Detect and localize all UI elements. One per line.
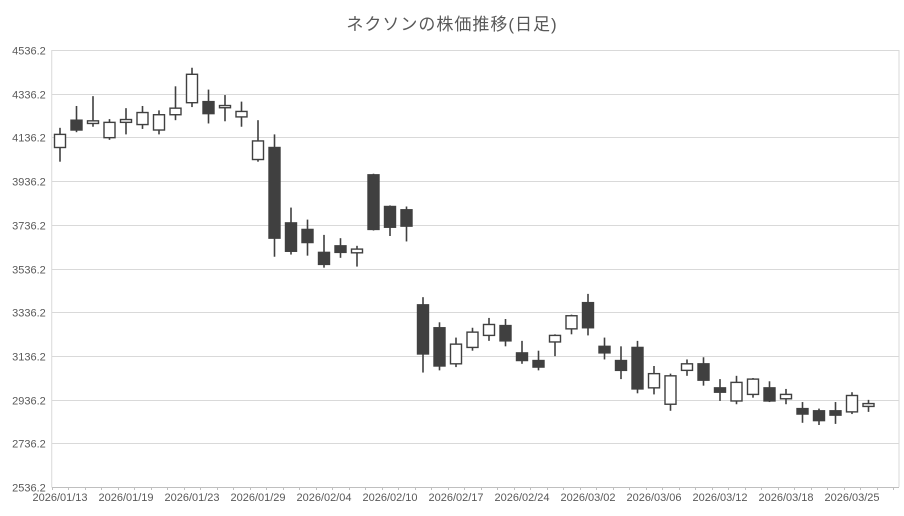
candle-body-up xyxy=(746,378,760,396)
candle-body-down xyxy=(598,345,611,354)
candle-body-down xyxy=(301,228,314,244)
candle-body-up xyxy=(647,372,661,389)
candle-body-up xyxy=(103,121,116,139)
x-axis-label: 2026/02/04 xyxy=(296,492,351,504)
candle-body-down xyxy=(763,387,776,402)
x-axis-label: 2026/01/13 xyxy=(32,492,87,504)
y-axis-label: 3336.2 xyxy=(12,308,46,320)
candle-body-up xyxy=(251,140,265,161)
candle-body-down xyxy=(631,346,644,390)
y-axis-label: 3136.2 xyxy=(12,352,46,364)
candle-body-down xyxy=(70,119,83,131)
candle-body-up xyxy=(53,133,67,149)
candle-body-down xyxy=(812,410,826,422)
y-axis-label: 3936.2 xyxy=(12,177,46,189)
candle-body-up xyxy=(235,110,248,118)
x-axis-label: 2026/02/17 xyxy=(428,492,483,504)
candle-body-up xyxy=(779,393,793,400)
candle-body-down xyxy=(499,324,512,342)
candle-body-down xyxy=(317,251,331,266)
y-axis-label: 4136.2 xyxy=(12,133,46,145)
y-axis-label: 2736.2 xyxy=(12,439,46,451)
candle-body-up xyxy=(119,118,133,124)
x-axis-label: 2026/02/24 xyxy=(494,492,549,504)
candle-body-down xyxy=(532,359,545,368)
y-axis-label: 3736.2 xyxy=(12,221,46,233)
x-axis-label: 2026/01/19 xyxy=(98,492,153,504)
candle-body-up xyxy=(185,73,199,104)
y-axis-label: 2936.2 xyxy=(12,396,46,408)
candle-body-up xyxy=(169,107,182,116)
candle-body-down xyxy=(268,146,281,239)
candle-body-up xyxy=(482,323,496,337)
candle-body-down xyxy=(433,327,446,367)
candle-body-up xyxy=(845,394,859,413)
candle-body-down xyxy=(416,304,430,355)
x-axis-label: 2026/03/25 xyxy=(824,492,879,504)
candle-body-down xyxy=(400,209,413,227)
candle-body-down xyxy=(515,352,529,362)
y-axis-label: 4336.2 xyxy=(12,90,46,102)
y-axis-label: 3536.2 xyxy=(12,265,46,277)
candle-body-up xyxy=(350,248,364,254)
candle-body-up xyxy=(86,120,100,125)
candle-body-down xyxy=(614,359,628,372)
candle-body-up xyxy=(664,375,677,405)
candle-body-down xyxy=(284,222,298,252)
candle-body-up xyxy=(862,402,875,408)
candle-body-down xyxy=(367,174,380,231)
candle-body-down xyxy=(796,407,809,415)
candle-body-down xyxy=(383,205,397,228)
candle-body-down xyxy=(713,387,727,393)
x-axis-label: 2026/03/12 xyxy=(692,492,747,504)
chart-title: ネクソンの株価推移(日足) xyxy=(346,15,558,34)
y-axis-label: 4536.2 xyxy=(12,46,46,58)
candle-body-up xyxy=(136,111,149,126)
candle-body-down xyxy=(829,410,842,416)
candle-body-up xyxy=(565,315,578,330)
candle-body-up xyxy=(730,381,743,402)
candle-body-down xyxy=(334,245,347,254)
candle-body-down xyxy=(202,100,215,115)
x-axis-label: 2026/03/02 xyxy=(560,492,615,504)
candle-body-up xyxy=(449,343,463,365)
x-axis-label: 2026/01/23 xyxy=(164,492,219,504)
x-axis-label: 2026/03/18 xyxy=(758,492,813,504)
candle-body-down xyxy=(697,363,710,381)
candle-body-down xyxy=(581,301,595,329)
candle-body-up xyxy=(680,363,694,372)
candle-body-up xyxy=(218,104,232,109)
candle-body-up xyxy=(152,114,166,131)
candle-body-up xyxy=(548,334,562,343)
y-axis-label: 2536.2 xyxy=(12,483,46,495)
candle-body-up xyxy=(466,331,479,349)
x-axis-label: 2026/01/29 xyxy=(230,492,285,504)
x-axis-label: 2026/02/10 xyxy=(362,492,417,504)
x-axis-label: 2026/03/06 xyxy=(626,492,681,504)
